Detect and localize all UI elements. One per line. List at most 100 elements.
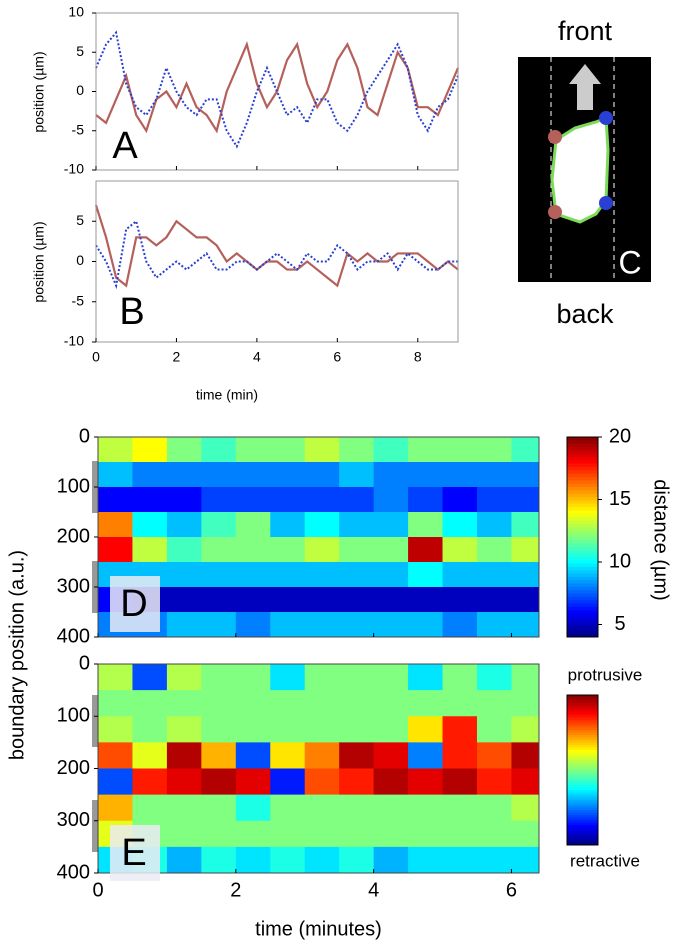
- heatmap-cell: [339, 537, 375, 563]
- heatmap-cell: [511, 562, 539, 588]
- heatmap-cell: [408, 462, 444, 488]
- heatmap-cell: [201, 664, 237, 691]
- heatmap-cell: [442, 742, 478, 769]
- heatmap-cell: [373, 846, 409, 873]
- heatmap-cell: [166, 768, 202, 796]
- colorbar-step: [567, 830, 598, 833]
- colorbar-tick-label: 10: [609, 550, 631, 572]
- y-tick-label: 200: [57, 757, 90, 779]
- heatmap-cell: [408, 487, 444, 513]
- heatmap-cell: [339, 437, 375, 463]
- colorbar-step: [567, 802, 598, 806]
- heatmap-cell: [304, 562, 340, 588]
- heatmap-cell: [476, 820, 512, 848]
- heatmap-cell: [98, 664, 133, 691]
- heatmap-cell: [476, 537, 512, 563]
- heatmap-cell: [442, 690, 478, 717]
- colorbar-step: [567, 563, 598, 568]
- heatmap-cell: [442, 612, 478, 637]
- colorbar-step: [567, 483, 598, 488]
- heatmap-cell: [339, 587, 375, 613]
- heatmap-cell: [511, 846, 539, 873]
- heatmap-cell: [201, 768, 237, 796]
- colorbar-step: [567, 527, 598, 531]
- colorbar-step: [567, 450, 598, 455]
- heatmap-cell: [98, 742, 133, 769]
- heatmap-cell: [235, 742, 271, 769]
- colorbar-step: [567, 553, 598, 558]
- colorbar-step: [567, 600, 598, 605]
- heatmap-cell: [373, 612, 409, 637]
- heatmap-cell: [201, 794, 237, 822]
- heatmap-cell: [442, 716, 478, 743]
- y-tick-label: 200: [57, 525, 90, 547]
- heatmap-cell: [511, 462, 539, 488]
- colorbar-step: [567, 807, 598, 811]
- colorbar-step: [567, 557, 598, 561]
- colorbar-step: [567, 463, 598, 468]
- heatmap-cell: [442, 537, 478, 563]
- heatmap-cell: [201, 562, 237, 588]
- heatmap-cell: [373, 794, 409, 822]
- heatmap-cell: [304, 487, 340, 513]
- heatmap-cell: [339, 742, 375, 769]
- heatmap-cell: [476, 690, 512, 717]
- colorbar-step: [567, 805, 598, 808]
- y-axis-title: position (µm): [31, 221, 47, 302]
- colorbar-step: [567, 770, 598, 773]
- colorbar-tick-label: 15: [609, 488, 631, 510]
- heatmap-cell: [442, 664, 478, 691]
- heatmap-cell: [166, 437, 202, 463]
- colorbar-step: [567, 825, 598, 828]
- heatmap-cell: [235, 562, 271, 588]
- heatmap-cell: [304, 742, 340, 769]
- colorbar-step: [567, 767, 598, 771]
- colorbar-step: [567, 590, 598, 595]
- heatmap-cell: [166, 664, 202, 691]
- colorbar-step: [567, 740, 598, 743]
- colorbar-step: [567, 447, 598, 451]
- heatmap-cell: [98, 690, 133, 717]
- colorbar-step: [567, 747, 598, 751]
- heatmap-cell: [511, 512, 539, 538]
- heatmap-cell: [511, 742, 539, 769]
- heatmap-cell: [201, 537, 237, 563]
- heatmap-cells: [98, 664, 539, 873]
- heatmap-cell: [476, 716, 512, 743]
- colorbar-step: [567, 817, 598, 821]
- heatmap-cell: [373, 462, 409, 488]
- heatmap-cell: [476, 612, 512, 637]
- heatmap-cell: [408, 742, 444, 769]
- heatmap-cell: [166, 537, 202, 563]
- heatmap-cell: [511, 487, 539, 513]
- heatmap-cell: [476, 664, 512, 691]
- colorbar-step: [567, 577, 598, 581]
- heatmap-cell: [511, 716, 539, 743]
- panel-label: D: [120, 583, 147, 625]
- colorbar-bottom-label: retractive: [570, 851, 640, 870]
- colorbar-step: [567, 790, 598, 793]
- heatmap-cell: [304, 462, 340, 488]
- heatmap-cell: [98, 512, 133, 538]
- heatmap-cell: [166, 820, 202, 848]
- heatmap-cell: [270, 612, 306, 637]
- heatmap-cell: [166, 462, 202, 488]
- colorbar-step: [567, 587, 598, 591]
- x-tick-label: 2: [230, 879, 241, 901]
- colorbar-step: [567, 507, 598, 511]
- colorbar-step: [567, 772, 598, 776]
- heatmap-cell: [442, 437, 478, 463]
- heatmap-cell: [132, 487, 168, 513]
- heatmap-cell: [201, 437, 237, 463]
- side-bars: [92, 461, 98, 852]
- heatmap-cell: [339, 664, 375, 691]
- heatmap-cell: [98, 487, 133, 513]
- heatmap-cell: [235, 487, 271, 513]
- heatmap-cell: [408, 820, 444, 848]
- colorbar-step: [567, 480, 598, 485]
- series-line: [94, 204, 459, 288]
- heatmap-cell: [511, 820, 539, 848]
- heatmap-cell: [373, 562, 409, 588]
- heatmap-cell: [201, 487, 237, 513]
- heatmap-cell: [270, 587, 306, 613]
